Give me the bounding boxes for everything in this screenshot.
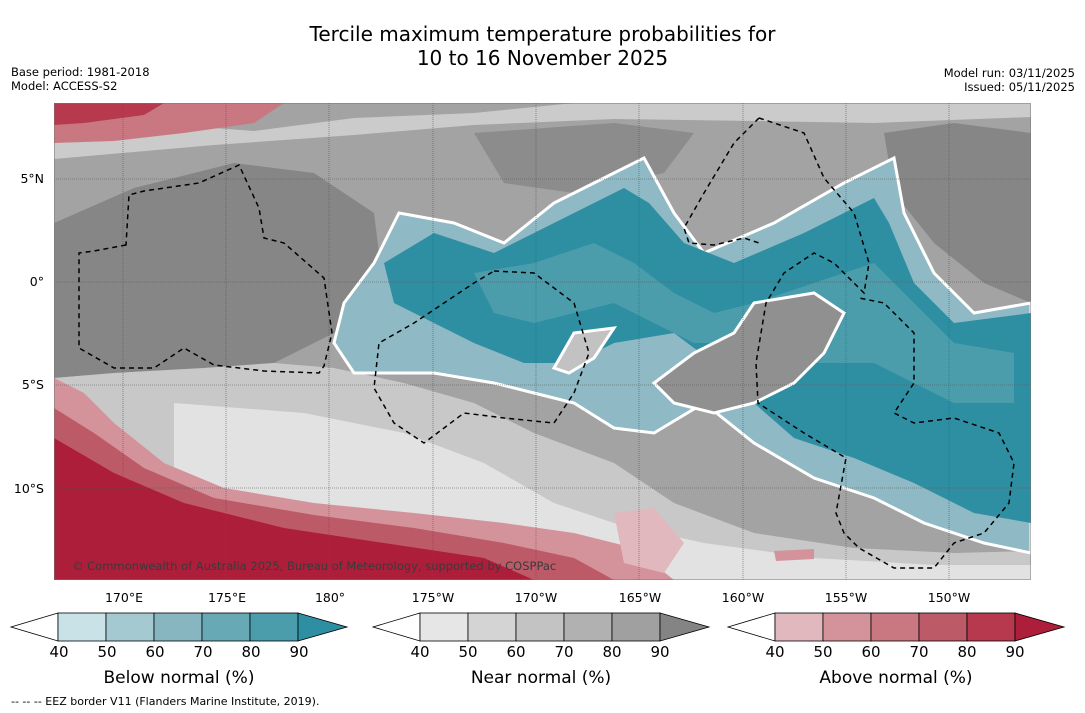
lon-label-170w: 170°W bbox=[514, 590, 558, 605]
light-grey-north-band bbox=[54, 103, 1031, 159]
colorbar-below-tick: 60 bbox=[145, 643, 165, 661]
eez-footnote: -- -- -- EEZ border V11 (Flanders Marine… bbox=[11, 695, 320, 708]
colorbar-below-segment bbox=[105, 612, 155, 642]
colorbar-near-normal bbox=[372, 612, 711, 642]
colorbar-near-segment bbox=[419, 612, 469, 642]
lon-label-170e: 170°E bbox=[104, 590, 143, 605]
lon-label-180: 180° bbox=[314, 590, 346, 605]
colorbar-below-tick: 70 bbox=[193, 643, 213, 661]
colorbar-near-tick: 50 bbox=[458, 643, 478, 661]
lat-label-0: 0° bbox=[29, 274, 44, 289]
colorbar-near-tick: 70 bbox=[554, 643, 574, 661]
model-name: Model: ACCESS-S2 bbox=[11, 79, 118, 93]
above-normal-northwest-core bbox=[54, 103, 164, 125]
colorbar-above-label: Above normal (%) bbox=[819, 668, 973, 688]
colorbar-above-tick: 90 bbox=[1005, 643, 1025, 661]
eez-border-kiribati-central bbox=[373, 270, 590, 444]
meta-left: Base period: 1981-2018 Model: ACCESS-S2 bbox=[11, 65, 150, 93]
colorbar-below-normal bbox=[10, 612, 349, 642]
lon-label-165w: 165°W bbox=[618, 590, 662, 605]
lon-label-175w: 175°W bbox=[411, 590, 455, 605]
colorbar-near-low-arrow bbox=[372, 612, 421, 642]
colorbar-below-tick: 50 bbox=[97, 643, 117, 661]
lat-label-5s: 5°S bbox=[21, 377, 44, 392]
colorbar-above-high-arrow bbox=[1014, 612, 1066, 642]
colorbar-above-segment bbox=[918, 612, 968, 642]
probability-map bbox=[54, 103, 1031, 580]
colorbar-above-tick: 40 bbox=[765, 643, 785, 661]
colorbar-above-tick: 80 bbox=[957, 643, 977, 661]
map-title: Tercile maximum temperature probabilitie… bbox=[0, 22, 1085, 70]
colorbar-below-label: Below normal (%) bbox=[103, 668, 255, 688]
colorbar-above-tick: 70 bbox=[909, 643, 929, 661]
colorbar-above-segment bbox=[822, 612, 872, 642]
colorbar-below-tick: 90 bbox=[289, 643, 309, 661]
map-gridlines bbox=[54, 103, 1031, 580]
colorbar-above-segment bbox=[870, 612, 920, 642]
above-normal-southwest-core bbox=[54, 438, 534, 580]
above-normal-south-patch bbox=[614, 508, 684, 573]
colorbar-near-segment bbox=[515, 612, 565, 642]
colorbar-near-segment bbox=[563, 612, 613, 642]
colorbar-near-segment bbox=[611, 612, 661, 642]
colorbar-near-label: Near normal (%) bbox=[470, 668, 612, 688]
colorbar-below-tick: 40 bbox=[49, 643, 69, 661]
copyright-notice: © Commonwealth of Australia 2025, Bureau… bbox=[72, 559, 557, 573]
eez-border-phoenix-north bbox=[683, 117, 760, 246]
colorbar-below-segment bbox=[57, 612, 107, 642]
lon-label-155w: 155°W bbox=[824, 590, 868, 605]
model-run: Model run: 03/11/2025 bbox=[943, 66, 1075, 80]
above-normal-south-patch-small bbox=[774, 549, 814, 561]
colorbar-above-segment bbox=[774, 612, 824, 642]
base-period: Base period: 1981-2018 bbox=[11, 65, 150, 79]
lat-label-10s: 10°S bbox=[13, 481, 44, 496]
eez-border-line-islands bbox=[755, 117, 1015, 569]
colorbar-near-tick: 40 bbox=[410, 643, 430, 661]
near-normal-inset-east bbox=[651, 291, 846, 415]
colorbar-above-segment bbox=[966, 612, 1016, 642]
near-normal-inset-center bbox=[551, 326, 618, 375]
colorbar-below-high-arrow bbox=[297, 612, 349, 642]
colorbar-below-segment bbox=[249, 612, 299, 642]
colorbar-near-segment bbox=[467, 612, 517, 642]
colorbar-above-tick: 50 bbox=[813, 643, 833, 661]
title-line-1: Tercile maximum temperature probabilitie… bbox=[309, 22, 776, 46]
colorbar-below-segment bbox=[153, 612, 203, 642]
map-frame bbox=[54, 103, 1031, 580]
lon-label-160w: 160°W bbox=[721, 590, 765, 605]
colorbar-near-tick: 60 bbox=[506, 643, 526, 661]
colorbar-below-segment bbox=[201, 612, 251, 642]
issued-date: Issued: 05/11/2025 bbox=[964, 80, 1075, 94]
lon-label-175e: 175°E bbox=[207, 590, 246, 605]
colorbar-near-tick: 90 bbox=[650, 643, 670, 661]
meta-right: Model run: 03/11/2025 Issued: 05/11/2025 bbox=[944, 66, 1075, 94]
colorbar-below-tick: 80 bbox=[241, 643, 261, 661]
lat-label-5n: 5°N bbox=[20, 171, 44, 186]
dark-grey-region-northeast bbox=[884, 123, 1031, 303]
colorbar-near-tick: 80 bbox=[602, 643, 622, 661]
colorbar-above-normal bbox=[727, 612, 1066, 642]
eez-border-kiribati-west bbox=[78, 164, 333, 374]
eez-borders bbox=[78, 117, 1015, 569]
dark-grey-region-west bbox=[54, 163, 384, 378]
colorbar-above-low-arrow bbox=[727, 612, 776, 642]
colorbar-below-low-arrow bbox=[10, 612, 59, 642]
lon-label-150w: 150°W bbox=[927, 590, 971, 605]
colorbar-above-tick: 60 bbox=[861, 643, 881, 661]
colorbar-near-high-arrow bbox=[659, 612, 711, 642]
title-line-2: 10 to 16 November 2025 bbox=[416, 46, 669, 70]
